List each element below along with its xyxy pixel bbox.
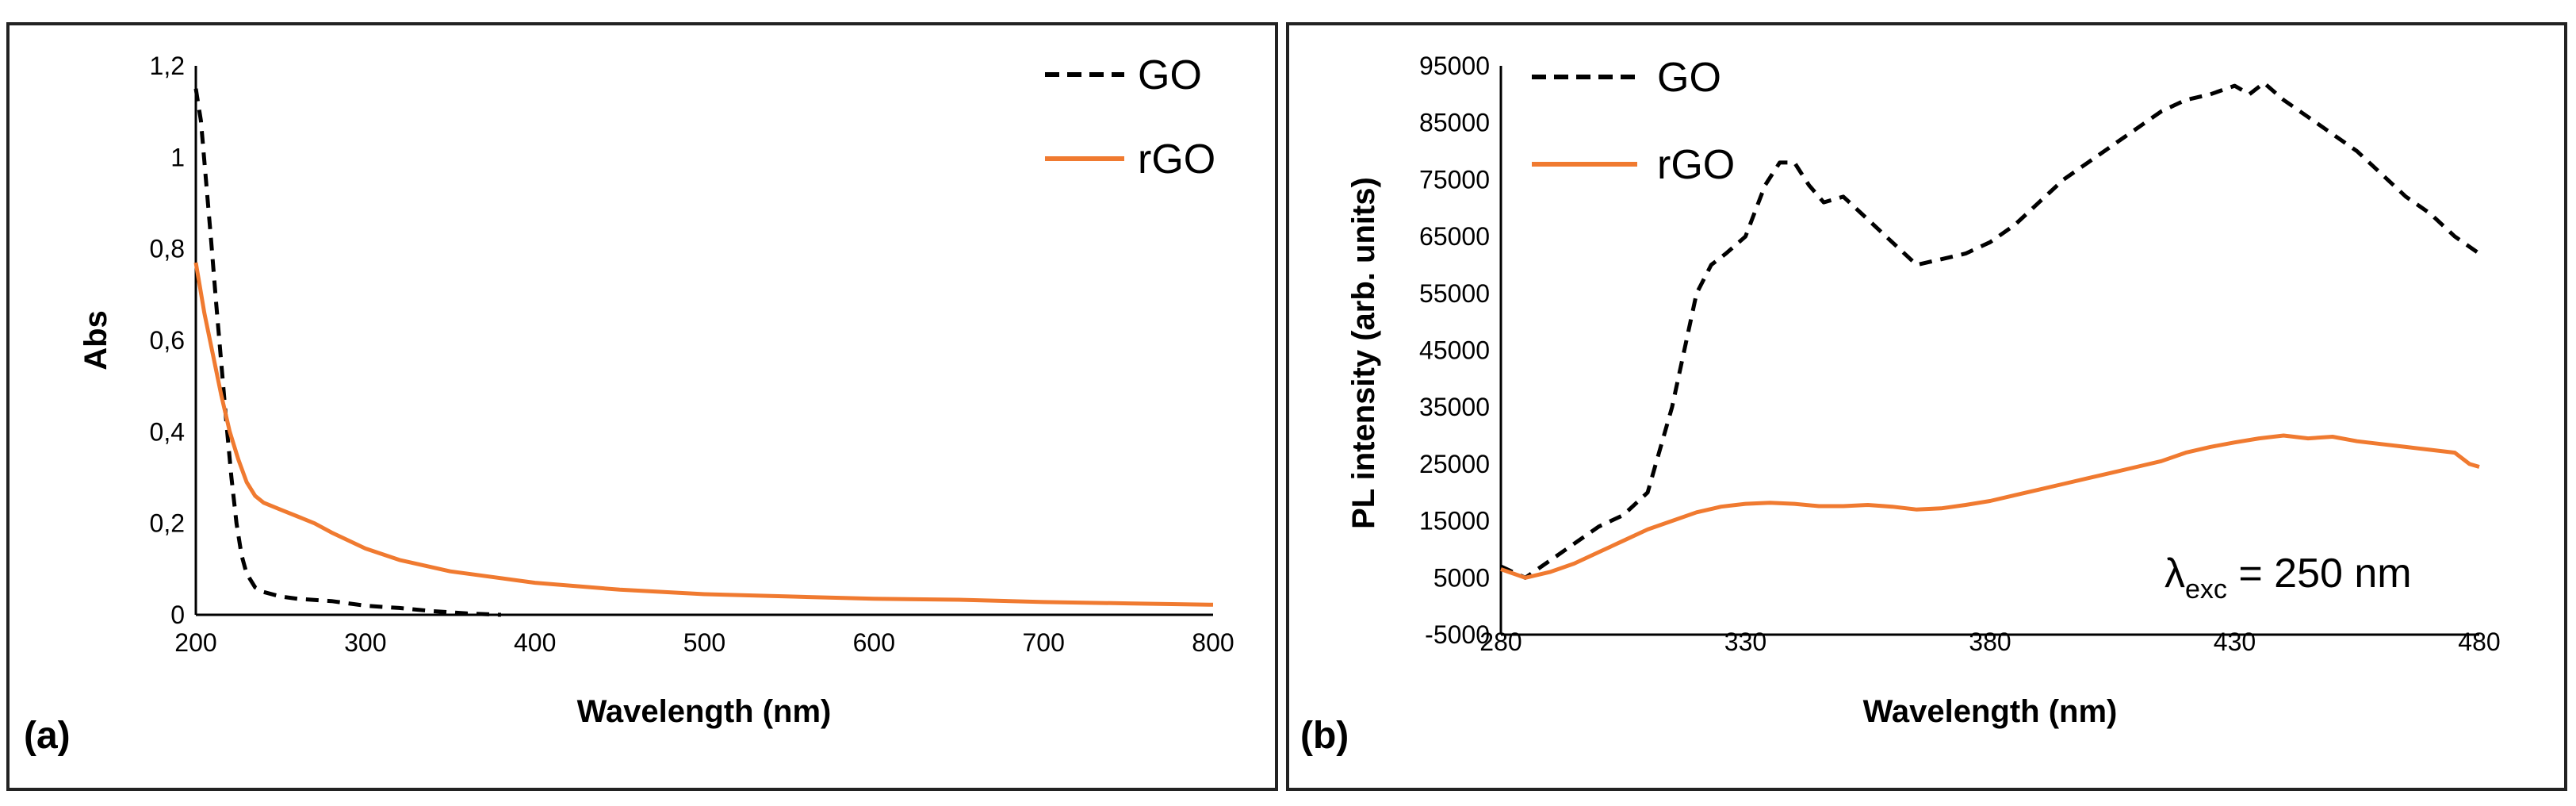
panel-a-x-axis-title: Wavelength (nm) xyxy=(577,694,832,729)
panel-a-x-tick-label: 400 xyxy=(514,628,556,657)
panel-b-x-tick-label: 330 xyxy=(1724,628,1766,656)
panel-b-frame xyxy=(1286,22,2567,791)
panel-b-y-axis-title: PL intensity (arb. units) xyxy=(1346,177,1381,529)
panel-a-y-tick-label: 1,2 xyxy=(150,52,185,80)
panel-a-y-tick-label: 0,4 xyxy=(150,417,185,446)
panel-b-series-go-line xyxy=(1499,81,2481,580)
panel-a-frame xyxy=(6,22,1278,791)
panel-b-label: (b) xyxy=(1300,715,1349,757)
panel-a-y-tick-label: 0,8 xyxy=(150,235,185,263)
panel-b-x-tick-label: 480 xyxy=(2458,628,2500,656)
panel-a-x-tick-label: 700 xyxy=(1022,628,1064,657)
panel-a-y-tick-label: 0 xyxy=(170,601,185,629)
panel-a-chart: 00,20,40,60,811,2 200 300 400 500 600 700 800 … xyxy=(24,52,1234,757)
panel-b-x-tick-label: 280 xyxy=(1479,628,1521,656)
panel-b-y-tick-label: 35000 xyxy=(1419,393,1490,421)
panel-b-series-rgo-line xyxy=(1500,433,2480,580)
panel-b-y-tick-label: 85000 xyxy=(1419,109,1490,137)
panel-a-x-tick-label: 300 xyxy=(344,628,386,657)
panel-b-legend-label-go: GO xyxy=(1657,55,1721,101)
panel-a-x-tick-label: 200 xyxy=(174,628,216,657)
panel-b-y-tick-label: -5000 xyxy=(1425,620,1490,649)
panel-a-label: (a) xyxy=(24,715,71,757)
panel-a-series-rgo-line xyxy=(193,262,1214,607)
panel-a-x-tick-label: 500 xyxy=(683,628,725,657)
panel-a-y-tick-label: 1 xyxy=(170,143,185,171)
panel-a-x-tick-label: 800 xyxy=(1192,628,1234,657)
panel-b-y-tick-label: 55000 xyxy=(1419,279,1490,308)
panel-b-x-tick-label: 380 xyxy=(1969,628,2011,656)
panel-b-y-tick-label: 15000 xyxy=(1419,507,1490,535)
panel-b-legend-label-rgo: rGO xyxy=(1657,142,1735,188)
panel-a-x-tick-label: 600 xyxy=(853,628,895,657)
panel-b-y-tick-label: 75000 xyxy=(1419,165,1490,194)
panel-b-chart: -5000 5000 15000 25000 35000 45000 55000 65000 7… xyxy=(1300,52,2501,757)
panel-a-y-axis-title: Abs xyxy=(78,310,113,370)
panel-a-legend-label-rgo: rGO xyxy=(1138,136,1215,182)
panel-b-y-tick-label: 45000 xyxy=(1419,336,1490,365)
panel-a-y-tick-label: 0,2 xyxy=(150,509,185,538)
excitation-annotation: λexc = 250 nm xyxy=(2165,551,2412,604)
panel-b-y-tick-label: 95000 xyxy=(1419,52,1490,80)
panel-b-y-tick-label: 65000 xyxy=(1419,222,1490,251)
panel-a-series-go-line xyxy=(193,88,501,617)
panel-a-y-tick-label: 0,6 xyxy=(150,326,185,355)
panel-b-y-tick-label: 25000 xyxy=(1419,450,1490,478)
panel-b-x-axis-title: Wavelength (nm) xyxy=(1863,694,2118,729)
panel-b-x-tick-label: 430 xyxy=(2214,628,2256,656)
panel-a-legend-label-go: GO xyxy=(1138,52,1202,98)
panel-b-y-tick-label: 5000 xyxy=(1433,563,1490,592)
